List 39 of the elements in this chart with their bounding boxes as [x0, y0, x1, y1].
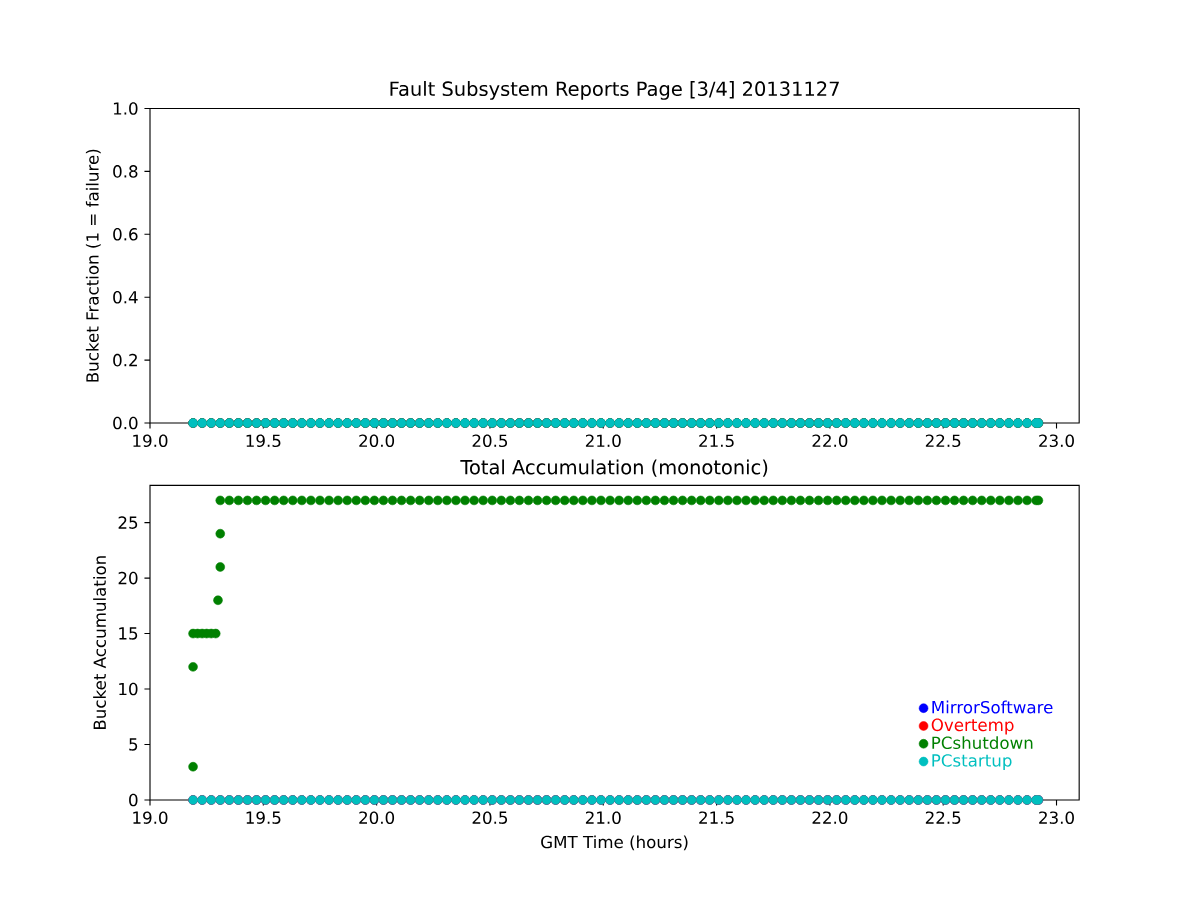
y-tick-label: 0.8	[113, 165, 138, 178]
x-tick-label: 20.0	[359, 811, 395, 824]
y-tick-label: 25	[118, 516, 138, 529]
y-tick-label: 0.4	[113, 290, 138, 304]
x-tick-label: 19.0	[133, 434, 168, 448]
chart-title: Total Accumulation (monotonic)	[460, 459, 768, 477]
x-tick-label: 20.5	[472, 811, 508, 824]
y-tick-label: 0.0	[113, 416, 138, 430]
x-tick-label: 21.5	[699, 434, 734, 448]
y-tick-label: 0	[129, 793, 138, 807]
x-tick-label: 20.5	[472, 434, 508, 448]
y-tick-label: 0.2	[113, 353, 137, 367]
x-tick-label: 21.0	[585, 434, 621, 448]
x-tick-label: 19.5	[246, 434, 281, 448]
x-tick-label: 22.0	[812, 434, 848, 448]
legend-label: PCstartup	[932, 754, 1012, 770]
x-tick-label: 21.0	[585, 811, 621, 824]
y-tick-label: 0.6	[113, 227, 138, 241]
x-tick-label: 20.0	[359, 434, 395, 448]
legend-label: Overtemp	[931, 718, 1014, 735]
x-tick-label: 22.0	[812, 811, 848, 824]
legend-label: PCshutdown	[932, 736, 1033, 750]
y-tick-label: 15	[119, 627, 138, 640]
x-tick-label: 22.5	[925, 811, 961, 824]
y-tick-label: 20	[118, 571, 138, 585]
y-tick-label: 10	[119, 682, 138, 696]
x-axis-title: GMT Time (hours)	[541, 835, 688, 851]
y-tick-label: 1.0	[113, 102, 138, 115]
y-tick-label: 5	[129, 738, 138, 751]
x-tick-label: 19.0	[133, 811, 168, 824]
y-axis-title: Bucket Fraction (1 = failure)	[85, 149, 101, 382]
x-tick-label: 23.0	[1039, 434, 1074, 448]
legend-label: MirrorSoftware	[932, 700, 1053, 714]
x-tick-label: 23.0	[1039, 811, 1074, 824]
y-axis-title: Bucket Accumulation	[93, 556, 107, 730]
x-tick-label: 19.5	[246, 811, 281, 824]
x-tick-label: 22.5	[925, 434, 961, 448]
chart-title: Fault Subsystem Reports Page [3/4] 20131127	[390, 81, 839, 100]
x-tick-label: 21.5	[699, 811, 734, 824]
